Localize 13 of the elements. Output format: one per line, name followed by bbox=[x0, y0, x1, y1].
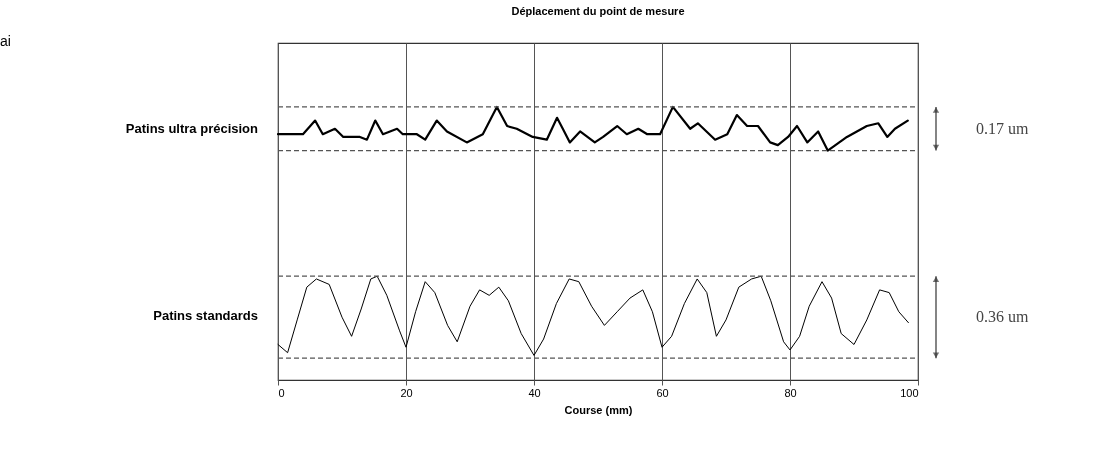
text: ai bbox=[0, 33, 11, 49]
x-tick-label: 60 bbox=[656, 386, 669, 399]
chart-title: Déplacement du point de mesure bbox=[511, 5, 685, 17]
x-tick-label: 0 bbox=[278, 386, 285, 399]
series-label: Patins ultra précision bbox=[125, 120, 259, 136]
x-tick-label: 100 bbox=[900, 386, 919, 399]
x-tick-label: 20 bbox=[400, 386, 413, 399]
text: Patins standards bbox=[153, 307, 258, 323]
x-axis-title: Course (mm) bbox=[564, 403, 633, 416]
text: 0.17 um bbox=[976, 119, 1029, 137]
x-tick-label: 40 bbox=[528, 386, 541, 399]
x-tick-label: 80 bbox=[784, 386, 797, 399]
text: 0.36 um bbox=[976, 308, 1029, 326]
